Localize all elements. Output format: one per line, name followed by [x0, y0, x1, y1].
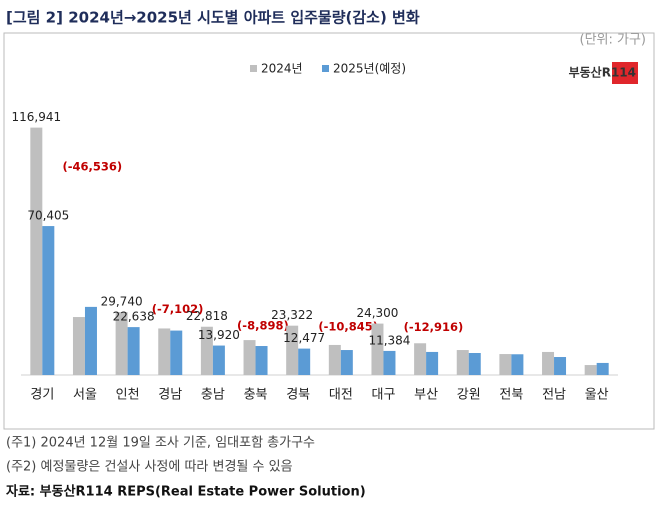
bar	[511, 354, 524, 375]
bar	[426, 351, 439, 375]
bar	[456, 350, 469, 375]
bar	[542, 351, 555, 375]
bar	[340, 350, 353, 375]
x-tick-label: 서울	[73, 388, 97, 403]
x-tick-label: 충북	[244, 388, 268, 403]
change-label: (-8,898)	[237, 319, 289, 333]
x-tick-label: 충남	[201, 388, 225, 403]
bar	[468, 353, 481, 375]
data-label: 22,638	[113, 310, 155, 324]
bar	[554, 357, 567, 375]
change-label: (-12,916)	[404, 320, 464, 334]
data-label: 24,300	[356, 306, 398, 320]
x-tick-label: 전남	[542, 388, 566, 403]
chart-title: [그림 2] 2024년→2025년 시도별 아파트 입주물량(감소) 변화	[6, 9, 420, 27]
bar	[243, 340, 256, 375]
unit-label: (단위: 가구)	[580, 33, 647, 48]
x-tick-label: 경북	[286, 388, 310, 403]
bar	[158, 328, 171, 375]
note: (주1) 2024년 12월 19일 조사 기준, 임대포함 총가구수	[6, 436, 315, 451]
bar	[298, 348, 311, 375]
legend-label: 2024년	[261, 62, 303, 76]
bar	[72, 317, 85, 375]
x-tick-label: 경남	[158, 388, 182, 403]
bar	[115, 312, 128, 375]
x-tick-label: 경기	[30, 388, 54, 403]
data-label: 23,322	[271, 308, 313, 322]
bar	[170, 330, 183, 375]
x-tick-label: 부산	[414, 388, 438, 403]
legend-swatch	[250, 65, 257, 72]
bar	[212, 345, 225, 375]
change-label: (-10,845)	[318, 320, 378, 334]
x-tick-label: 강원	[457, 388, 481, 403]
bar	[127, 327, 140, 375]
data-label: 22,818	[186, 309, 228, 323]
bar	[596, 362, 609, 375]
x-tick-label: 대구	[372, 388, 396, 403]
bar	[200, 326, 213, 375]
logo-box	[612, 62, 638, 84]
bar	[42, 226, 55, 375]
bar	[286, 325, 299, 375]
bar	[255, 346, 268, 375]
legend-label: 2025년(예정)	[333, 62, 406, 76]
x-tick-label: 대전	[329, 388, 353, 403]
source: 자료: 부동산R114 REPS(Real Estate Power Solut…	[6, 484, 366, 500]
data-label: 11,384	[368, 333, 410, 347]
note: (주2) 예정물량은 건설사 사정에 따라 변경될 수 있음	[6, 460, 293, 475]
x-tick-label: 전북	[499, 388, 523, 403]
bar	[584, 365, 597, 375]
bar	[371, 323, 384, 375]
bar	[30, 127, 43, 375]
data-label: 13,920	[198, 328, 240, 342]
change-label: (-7,102)	[152, 302, 204, 316]
bar	[499, 354, 512, 375]
chart-frame	[3, 32, 655, 430]
x-tick-label: 울산	[585, 388, 609, 403]
data-label: 12,477	[283, 331, 325, 345]
change-label: (-46,536)	[62, 159, 122, 173]
bar	[328, 344, 341, 375]
data-label: 29,740	[101, 295, 143, 309]
bar	[383, 350, 396, 375]
x-tick-label: 인천	[116, 388, 140, 403]
data-label: 116,941	[12, 110, 62, 124]
bar	[84, 306, 97, 375]
logo: 부동산R114	[569, 65, 636, 80]
legend-swatch	[322, 65, 329, 72]
data-label: 70,405	[27, 209, 69, 223]
bar	[414, 343, 427, 375]
